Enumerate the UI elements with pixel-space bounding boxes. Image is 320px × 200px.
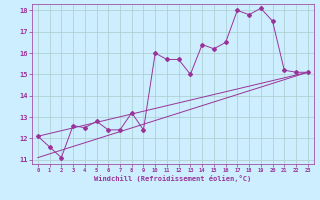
X-axis label: Windchill (Refroidissement éolien,°C): Windchill (Refroidissement éolien,°C) [94,175,252,182]
